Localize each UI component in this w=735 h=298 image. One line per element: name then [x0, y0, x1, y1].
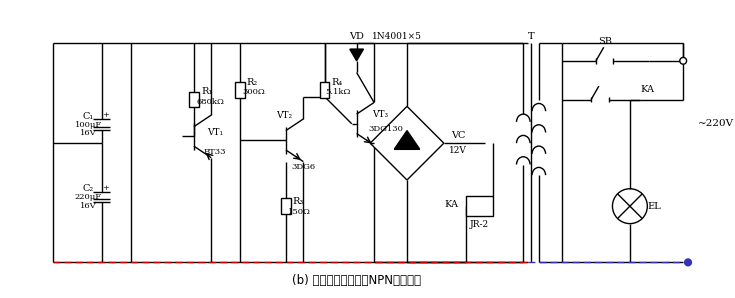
Text: +: + [102, 111, 109, 119]
Text: 680kΩ: 680kΩ [196, 97, 224, 105]
Text: T: T [528, 32, 534, 41]
Text: 5.1kΩ: 5.1kΩ [326, 88, 351, 96]
Text: 1N4001×5: 1N4001×5 [373, 32, 423, 41]
Text: +: + [102, 184, 109, 192]
Bar [281, 198, 291, 214]
Circle shape [680, 58, 686, 64]
Text: C₁: C₁ [82, 111, 94, 121]
Text: 16V: 16V [80, 130, 96, 137]
Text: R₄: R₄ [331, 78, 343, 87]
Text: VT₁: VT₁ [207, 128, 223, 137]
Text: SB: SB [598, 37, 612, 46]
Circle shape [612, 189, 648, 224]
Text: 220μF: 220μF [75, 193, 101, 201]
Text: ~220V: ~220V [698, 119, 734, 128]
Text: 100μF: 100μF [74, 121, 102, 129]
Text: VT₂: VT₂ [276, 111, 292, 119]
Text: 150Ω: 150Ω [288, 208, 311, 216]
Text: EL: EL [648, 202, 661, 211]
Text: BT33: BT33 [204, 148, 226, 156]
Text: 3DG130: 3DG130 [368, 125, 403, 133]
Text: VD: VD [349, 32, 364, 41]
Text: C₂: C₂ [82, 184, 94, 193]
Circle shape [684, 259, 692, 266]
Text: KA: KA [445, 200, 459, 209]
Text: 16V: 16V [80, 202, 96, 210]
Text: JR-2: JR-2 [470, 220, 490, 229]
Text: KA: KA [640, 86, 654, 94]
Text: R₁: R₁ [201, 87, 213, 96]
Text: 12V: 12V [448, 146, 467, 156]
Polygon shape [370, 106, 444, 180]
Text: R₂: R₂ [246, 78, 257, 87]
Text: (b) 采用变压器降压及NPN型三极管: (b) 采用变压器降压及NPN型三极管 [292, 274, 421, 287]
Text: VT₃: VT₃ [372, 110, 388, 119]
Polygon shape [350, 49, 363, 61]
Bar [235, 82, 245, 98]
Text: R₃: R₃ [293, 197, 304, 206]
Text: VC: VC [451, 131, 466, 140]
Polygon shape [395, 131, 420, 149]
Text: 3DG6: 3DG6 [291, 163, 315, 171]
Bar [189, 92, 198, 107]
Bar [320, 82, 329, 98]
Text: 300Ω: 300Ω [243, 88, 265, 96]
Bar [466, 196, 493, 216]
